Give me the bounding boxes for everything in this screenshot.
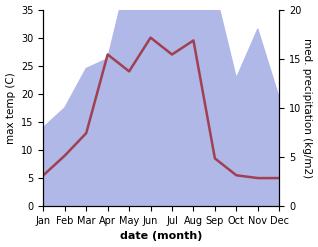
Y-axis label: med. precipitation (kg/m2): med. precipitation (kg/m2) <box>302 38 313 178</box>
Y-axis label: max temp (C): max temp (C) <box>5 72 16 144</box>
X-axis label: date (month): date (month) <box>120 231 203 242</box>
